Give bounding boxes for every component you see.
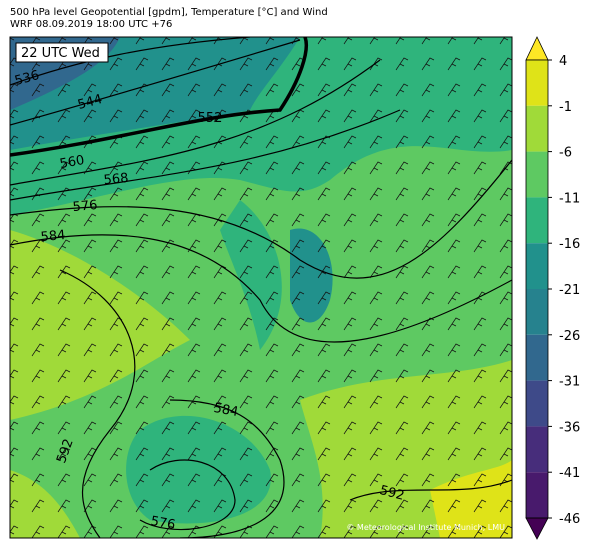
colorbar-tick-label: -6 <box>559 146 572 161</box>
colorbar-tick-label: -36 <box>559 420 580 435</box>
colorbar-tick-label: -1 <box>559 100 572 115</box>
map-frame <box>9 36 513 539</box>
colorbar-band <box>526 151 548 198</box>
contour-label: 584 <box>40 228 66 245</box>
colorbar-tick-label: -16 <box>559 237 580 252</box>
colorbar-band <box>526 197 548 244</box>
time-label: 22 UTC Wed <box>21 46 100 61</box>
colorbar: 4 -1 -6 -11 -16 -21 -26 -31 -36 -41 -46 <box>525 36 580 540</box>
contour-label: 552 <box>198 111 223 126</box>
colorbar-tick-label: 4 <box>559 54 567 69</box>
contour-label: 560 <box>59 153 86 172</box>
colorbar-band <box>526 289 548 335</box>
time-box <box>15 42 109 63</box>
title: 500 hPa level Geopotential [gpdm], Tempe… <box>10 7 328 18</box>
contour-label: 568 <box>103 171 129 188</box>
colorbar-band <box>526 243 548 289</box>
colorbar-band <box>526 380 548 427</box>
credit: © Meteorological Institute Munich, LMU <box>346 523 505 532</box>
contour-label: 576 <box>149 514 176 533</box>
contour-label: 544 <box>76 92 104 113</box>
map <box>10 37 512 538</box>
colorbar-extend-top <box>525 36 549 61</box>
colorbar-tick-label: -46 <box>559 512 580 527</box>
colorbar-tick-label: -26 <box>559 329 580 344</box>
colorbar-band <box>526 472 548 518</box>
colorbar-band <box>526 334 548 381</box>
colorbar-tick-label: -11 <box>559 191 580 206</box>
colorbar-tick-label: -31 <box>559 375 580 390</box>
colorbar-tick-label: -41 <box>559 466 580 481</box>
contour-label: 592 <box>378 483 406 504</box>
colorbar-extend-bottom <box>525 517 549 540</box>
colorbar-band <box>526 426 548 473</box>
colorbar-band <box>526 105 548 152</box>
contour-label: 584 <box>212 401 239 420</box>
contour-label: 576 <box>72 198 98 215</box>
subtitle: WRF 08.09.2019 18:00 UTC +76 <box>10 19 172 30</box>
contour-label: 536 <box>13 68 41 89</box>
colorbar-tick-label: -21 <box>559 283 580 298</box>
colorbar-band <box>526 60 548 106</box>
